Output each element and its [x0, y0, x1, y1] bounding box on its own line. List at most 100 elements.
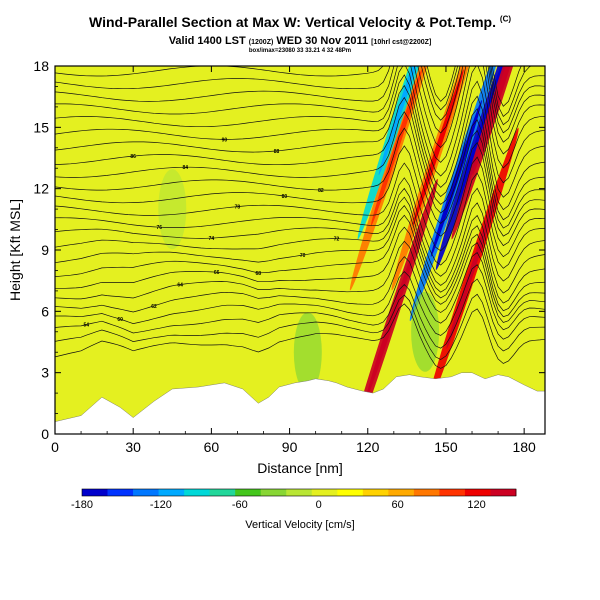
theta-contour-line-13	[55, 141, 545, 237]
x-tick-label: 150	[434, 439, 458, 455]
y-axis-label: Height [Kft MSL]	[7, 199, 23, 301]
theta-contour-label: 62	[151, 304, 157, 310]
colorbar-swatch	[184, 489, 211, 496]
theta-contour-label: 54	[83, 323, 89, 329]
colorbar-tick-label: 60	[392, 499, 404, 511]
x-tick-label: 120	[356, 439, 380, 455]
chart-title-text: Wind-Parallel Section at Max W: Vertical…	[88, 14, 497, 30]
valid-prefix: Valid 1400 LST	[168, 35, 246, 47]
colorbar-swatch	[82, 489, 108, 496]
velocity-core-5	[446, 191, 498, 349]
colorbar-swatch	[490, 489, 517, 496]
chart-title: Wind-Parallel Section at Max W: Vertical…	[0, 14, 600, 30]
theta-contour-line-10	[55, 187, 545, 277]
theta-contour-line-23	[55, 66, 545, 126]
theta-contour-line-4	[55, 251, 545, 324]
colorbar-swatch	[337, 489, 364, 496]
theta-contour-line-8	[55, 205, 545, 294]
theta-contour-label: 74	[209, 236, 215, 242]
velocity-core-0	[365, 243, 417, 401]
theta-contour-line-5	[55, 240, 545, 318]
velocity-core-6	[456, 66, 509, 206]
theta-contour-label: 88	[274, 149, 280, 155]
colorbar-swatch	[209, 489, 236, 496]
x-tick-label: 60	[204, 439, 220, 455]
valid-day: WED 30 Nov 2011	[276, 35, 369, 47]
theta-contour-label: 78	[235, 205, 241, 211]
theta-contour-line-3	[55, 264, 545, 336]
theta-contour-label: 72	[334, 237, 340, 243]
theta-contour-line-20	[55, 66, 545, 163]
y-tick-label: 3	[41, 365, 49, 381]
velocity-core-3	[412, 69, 464, 227]
theta-contour-label: 86	[130, 154, 136, 160]
colorbar-tick-label: -120	[150, 499, 172, 511]
x-tick-label: 180	[512, 439, 536, 455]
theta-contour-label: 60	[117, 317, 123, 323]
theta-contour-line-15	[55, 111, 545, 221]
colorbar-swatch	[235, 489, 262, 496]
theta-contour-label: 64	[177, 283, 183, 289]
velocity-cell-10	[158, 169, 187, 250]
theta-contour-line-0	[55, 303, 545, 369]
axes: 0 30 60 90 120 150 180 0 3 6 9 12 15 18	[33, 58, 545, 455]
theta-contour-line-17	[55, 84, 545, 198]
valid-utc: (1200Z)	[248, 39, 274, 46]
terrain-fill	[55, 372, 545, 434]
colorbar-swatch	[413, 489, 440, 496]
x-axis-label: Distance [nm]	[257, 460, 343, 476]
y-tick-label: 15	[33, 119, 49, 135]
theta-contour-line-18	[55, 74, 545, 188]
y-tick-label: 12	[33, 181, 49, 197]
x-tick-label: 90	[282, 439, 298, 455]
theta-contours: 54 60 62 64 66 68 70 72 74 76 78 80 82 84 86 88 90	[55, 66, 545, 369]
colorbar-swatch	[107, 489, 134, 496]
theta-contour-label: 66	[214, 270, 220, 276]
theta-contour-label: 80	[282, 194, 288, 200]
valid-time-line: Valid 1400 LST (1200Z) WED 30 Nov 2011 […	[0, 35, 600, 47]
theta-contour-line-9	[55, 196, 545, 286]
colorbar-tick-label: 120	[467, 499, 485, 511]
theta-contour-line-11	[55, 172, 545, 266]
theta-contour-line-14	[55, 127, 545, 229]
theta-contour-label: 68	[256, 271, 262, 277]
y-tick-label: 0	[41, 426, 49, 442]
theta-contour-label: 76	[156, 225, 162, 231]
y-tick-label: 9	[41, 242, 49, 258]
theta-contour-label: 70	[300, 253, 306, 259]
theta-contour-line-22	[55, 66, 545, 134]
colorbar-swatch	[388, 489, 415, 496]
colorbar-label: Vertical Velocity [cm/s]	[245, 519, 354, 531]
theta-contour-label: 90	[222, 137, 228, 143]
x-tick-label: 0	[51, 439, 59, 455]
theta-contour-label: 84	[183, 165, 189, 171]
colorbar-tick-label: 0	[316, 499, 322, 511]
colorbar-swatch	[439, 489, 466, 496]
colorbar-swatch	[362, 489, 389, 496]
colorbar-swatch	[311, 489, 338, 496]
theta-contour-line-21	[55, 66, 545, 149]
colorbar-tick-label: -60	[232, 499, 248, 511]
colorbar-swatch	[286, 489, 313, 496]
theta-contour-line-6	[55, 226, 545, 312]
colorbar-frame	[81, 488, 517, 497]
run-info-line: box/imax=23080 33 33.21 4 32 48Pm	[248, 48, 352, 54]
colorbar-swatch	[133, 489, 159, 496]
theta-contour-line-7	[55, 214, 545, 304]
velocity-core-2	[378, 66, 430, 176]
colorbar-swatch	[158, 489, 185, 496]
colorbar-swatch	[464, 489, 491, 496]
theta-contour-line-16	[55, 96, 545, 211]
theta-contour-line-12	[55, 156, 545, 252]
colorbar-tick-label: -180	[71, 499, 93, 511]
theta-contour-label: 82	[318, 188, 324, 194]
theta-contour-line-19	[55, 66, 545, 177]
velocity-cell-9	[293, 312, 322, 393]
velocity-core-4	[430, 99, 482, 257]
terrain	[55, 372, 545, 434]
colorbar: -180 -120 -60 0 60 120	[71, 488, 517, 511]
theta-contour-line-1	[55, 293, 545, 360]
title-copyright-mark: (C)	[499, 14, 512, 24]
colorbar-swatch	[260, 489, 287, 496]
